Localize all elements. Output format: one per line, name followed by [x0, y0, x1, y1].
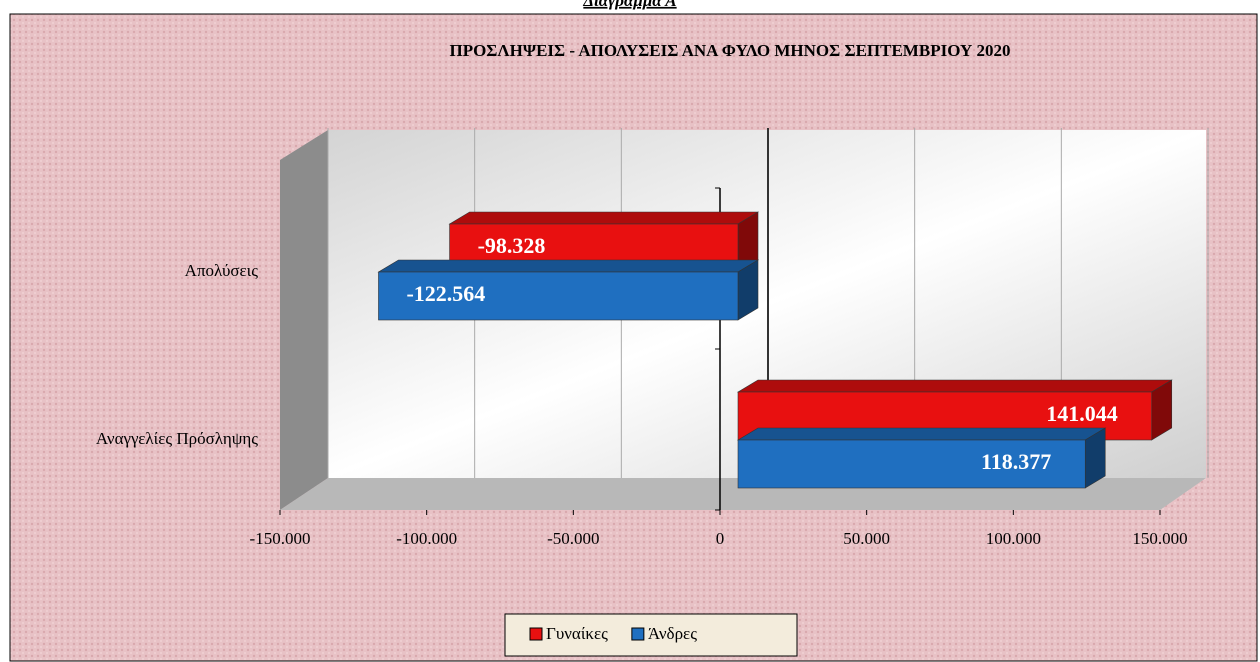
data-label: 141.044 [1046, 401, 1118, 426]
y-tick-label: Αναγγελίες Πρόσληψης [96, 429, 258, 448]
x-tick-label: 50.000 [843, 529, 890, 548]
x-tick-label: 100.000 [986, 529, 1041, 548]
legend-label: Άνδρες [648, 624, 697, 643]
x-tick-label: -100.000 [396, 529, 457, 548]
data-label: 118.377 [981, 449, 1051, 474]
heading: Διάγραμμα Α [582, 0, 676, 10]
x-tick-label: -150.000 [250, 529, 311, 548]
legend-label: Γυναίκες [546, 624, 608, 643]
data-label: -122.564 [406, 281, 485, 306]
y-tick-label: Απολύσεις [185, 261, 259, 280]
bar-top [736, 379, 1173, 393]
data-label: -98.328 [478, 233, 546, 258]
x-tick-label: 150.000 [1132, 529, 1187, 548]
legend [504, 613, 798, 657]
chart-title: ΠΡΟΣΛΗΨΕΙΣ - ΑΠΟΛΥΣΕΙΣ ΑΝΑ ΦΥΛΟ ΜΗΝΟΣ ΣΕ… [449, 41, 1010, 60]
bar-top [448, 211, 760, 225]
legend-swatch [529, 627, 543, 641]
x-tick-label: -50.000 [547, 529, 599, 548]
bar-top [736, 427, 1107, 441]
legend-swatch [631, 627, 645, 641]
bar [378, 271, 739, 321]
bar-top [377, 259, 760, 273]
bar [737, 439, 1086, 489]
x-tick-label: 0 [716, 529, 725, 548]
side-wall [280, 130, 328, 510]
